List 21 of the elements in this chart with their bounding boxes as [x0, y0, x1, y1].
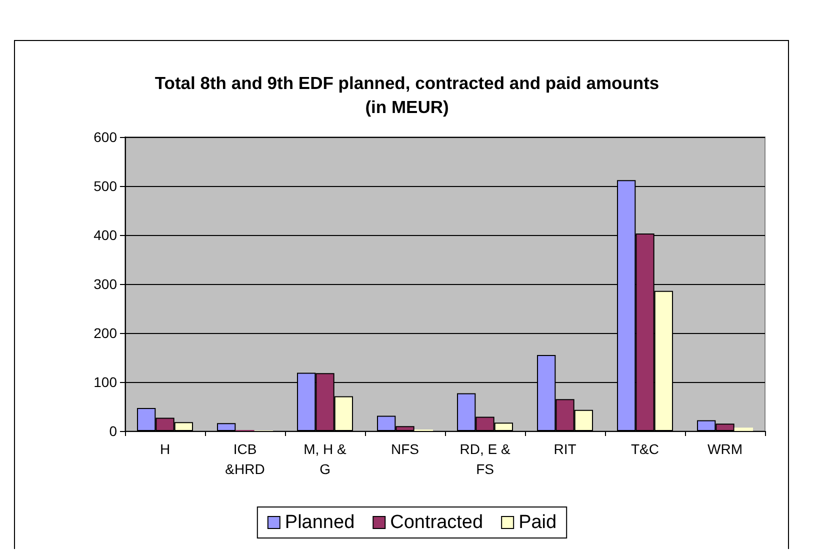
- x-tick-label: T&C: [631, 441, 659, 457]
- x-tick-label: M, H & G: [304, 441, 348, 477]
- y-tick-label: 200: [94, 325, 118, 341]
- x-tick-label: RIT: [554, 441, 577, 457]
- x-tick-label: H: [160, 441, 170, 457]
- x-tick-label: WRM: [708, 441, 742, 457]
- legend-label: Planned: [284, 512, 355, 533]
- x-tick-label: ICB &HRD: [225, 441, 265, 477]
- bar: [217, 423, 236, 431]
- legend-label: Contracted: [390, 512, 484, 533]
- y-tick-label: 0: [109, 423, 118, 439]
- bar: [734, 428, 753, 431]
- chart-title: Total 8th and 9th EDF planned, contracted and paid amounts (in MEUR): [154, 73, 660, 117]
- y-tick-label: 500: [94, 178, 118, 194]
- y-tick-label: 300: [94, 276, 118, 292]
- x-tick-label: NFS: [391, 441, 419, 457]
- legend-label: Paid: [518, 512, 557, 533]
- y-tick-label: 100: [94, 374, 118, 390]
- x-tick-label: RD, E & FS: [460, 441, 511, 477]
- y-tick-label: 400: [94, 227, 118, 243]
- y-tick-label: 600: [94, 129, 118, 145]
